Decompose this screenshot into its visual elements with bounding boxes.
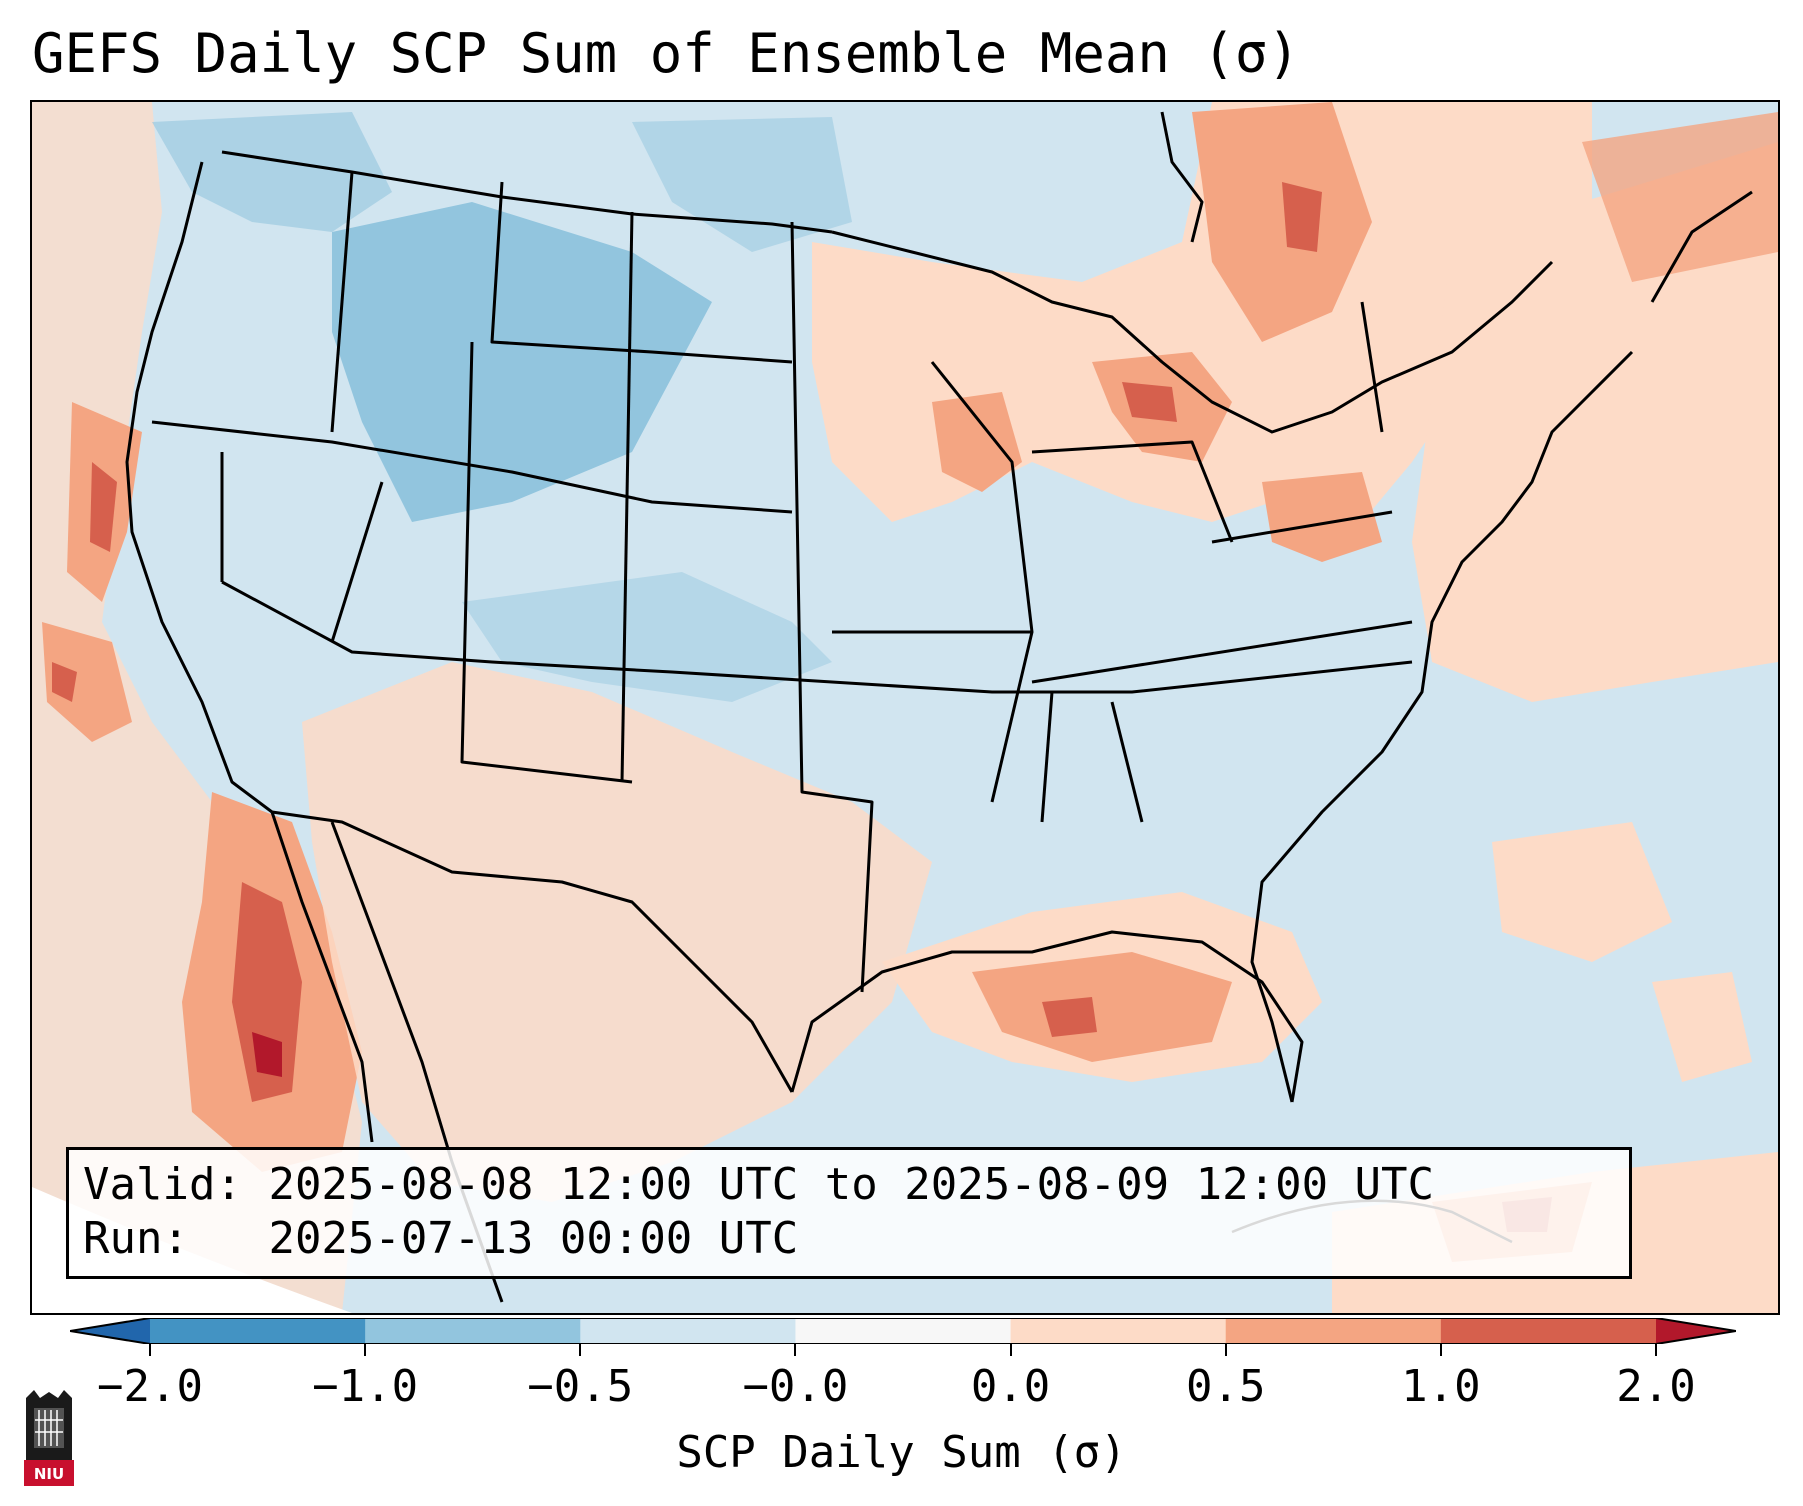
colorbar-tick-mark — [794, 1344, 797, 1356]
run-row: Run: 2025-07-13 00:00 UTC — [83, 1212, 1615, 1266]
baja-peak — [252, 1032, 282, 1077]
quebec-anomaly — [1192, 102, 1372, 342]
gulf-anomaly — [972, 952, 1232, 1062]
colorbar-bin — [1010, 1318, 1227, 1344]
map-panel — [30, 100, 1780, 1315]
university-tower-icon — [24, 1390, 74, 1486]
colorbar-bin — [1440, 1318, 1657, 1344]
colorbar-tick-mark — [364, 1344, 367, 1356]
projection-edge-left — [32, 1187, 352, 1313]
colorbar-bin — [795, 1318, 1012, 1344]
map-title: GEFS Daily SCP Sum of Ensemble Mean (σ) — [32, 22, 1300, 85]
state-line-ks-co — [620, 211, 634, 783]
validity-info-box: Valid: 2025-08-08 12:00 UTC to 2025-08-0… — [66, 1147, 1632, 1279]
pacific-northwest-negative — [152, 112, 392, 232]
state-line-ny-ne — [1360, 301, 1384, 433]
scp-field-map — [32, 102, 1778, 1313]
state-line-wa-id — [330, 171, 354, 433]
quebec-max — [1282, 182, 1322, 252]
colorbar-tick-label: 0.0 — [970, 1361, 1051, 1412]
us-gulf-coast — [790, 930, 1304, 1103]
colorbar-tick-label: 0.5 — [1185, 1361, 1266, 1412]
run-text: 2025-07-13 00:00 UTC — [268, 1213, 799, 1264]
colorbar-bin — [365, 1318, 581, 1344]
valid-row: Valid: 2025-08-08 12:00 UTC to 2025-08-0… — [83, 1158, 1615, 1212]
colorbar-tick-mark — [1224, 1344, 1227, 1356]
atlantic-far-southeast-positive — [1652, 972, 1752, 1082]
state-line-nv-ut — [330, 481, 384, 643]
baja-outline — [270, 811, 374, 1143]
atlantic-southeast-positive — [1492, 822, 1672, 962]
socal-coast-anomaly — [42, 622, 132, 742]
baja-max — [232, 882, 302, 1102]
us-west-coast — [125, 161, 273, 814]
colorbar-tick-label: −0.0 — [742, 1361, 849, 1412]
us-canada-border-east — [831, 230, 1554, 434]
state-line-mt-wy — [490, 181, 793, 364]
colorbar-tick-label: 1.0 — [1401, 1361, 1481, 1412]
michigan-max — [1122, 382, 1177, 422]
state-line-pa-ny — [1211, 510, 1393, 544]
gulf-max — [1042, 997, 1097, 1037]
colorbar-over-arrow — [1656, 1318, 1736, 1344]
colorbar-tick-mark — [149, 1344, 151, 1356]
colorbar-under-arrow — [70, 1318, 150, 1344]
colorbar-tick-label: −0.5 — [527, 1361, 634, 1412]
state-line-co — [460, 341, 633, 784]
colorbar-bin — [150, 1318, 366, 1344]
state-line-mississippi — [930, 361, 1034, 803]
logo-text: NIU — [34, 1465, 64, 1483]
central-plains-negative — [462, 572, 832, 702]
colorbar-tick-label: −2.0 — [97, 1361, 203, 1412]
state-line-central — [790, 221, 874, 993]
pennsylvania-anomaly — [1262, 472, 1382, 562]
canada-coast-east — [1650, 190, 1753, 303]
us-canada-border-west — [221, 150, 833, 234]
wisconsin-anomaly — [932, 392, 1022, 492]
valid-label: Valid: — [83, 1159, 242, 1210]
colorbar — [70, 1318, 1736, 1344]
state-line-great-lakes-south — [1031, 440, 1234, 543]
run-label: Run: — [83, 1213, 189, 1264]
colorbar-tick-label: −1.0 — [312, 1361, 419, 1412]
northern-rockies-negative — [332, 202, 712, 522]
valid-text: 2025-08-08 12:00 UTC to 2025-08-09 12:00… — [268, 1159, 1435, 1210]
colorbar-tick-mark — [1439, 1344, 1442, 1356]
colorbar-tick-mark — [1655, 1344, 1657, 1356]
us-mexico-border — [271, 810, 794, 1093]
norcal-coast-max — [90, 462, 117, 552]
colorbar-label: SCP Daily Sum (σ) — [676, 1427, 1127, 1478]
canada-prairies-negative — [632, 117, 852, 252]
colorbar-tick-mark — [579, 1344, 582, 1356]
canada-river — [1160, 111, 1204, 243]
colorbar-bin — [580, 1318, 796, 1344]
colorbar-tick-mark — [1009, 1344, 1012, 1356]
niu-logo: NIU — [24, 1390, 74, 1486]
maritimes-anomaly — [1582, 112, 1778, 282]
atlantic-positive-region — [1412, 142, 1778, 702]
colorbar-bin — [1225, 1318, 1442, 1344]
state-line-al-ms — [1040, 691, 1054, 823]
state-line-tn-ky — [1031, 620, 1413, 684]
state-line-ga-al — [1110, 701, 1144, 823]
state-line-row-2 — [221, 580, 1413, 694]
colorbar-tick-label: 2.0 — [1616, 1361, 1696, 1412]
us-east-coast — [1250, 350, 1634, 1103]
state-line-row-1 — [151, 420, 793, 514]
socal-coast-max — [52, 662, 77, 702]
colorbar-bins — [150, 1318, 1657, 1344]
southwest-positive-region — [302, 662, 932, 1202]
